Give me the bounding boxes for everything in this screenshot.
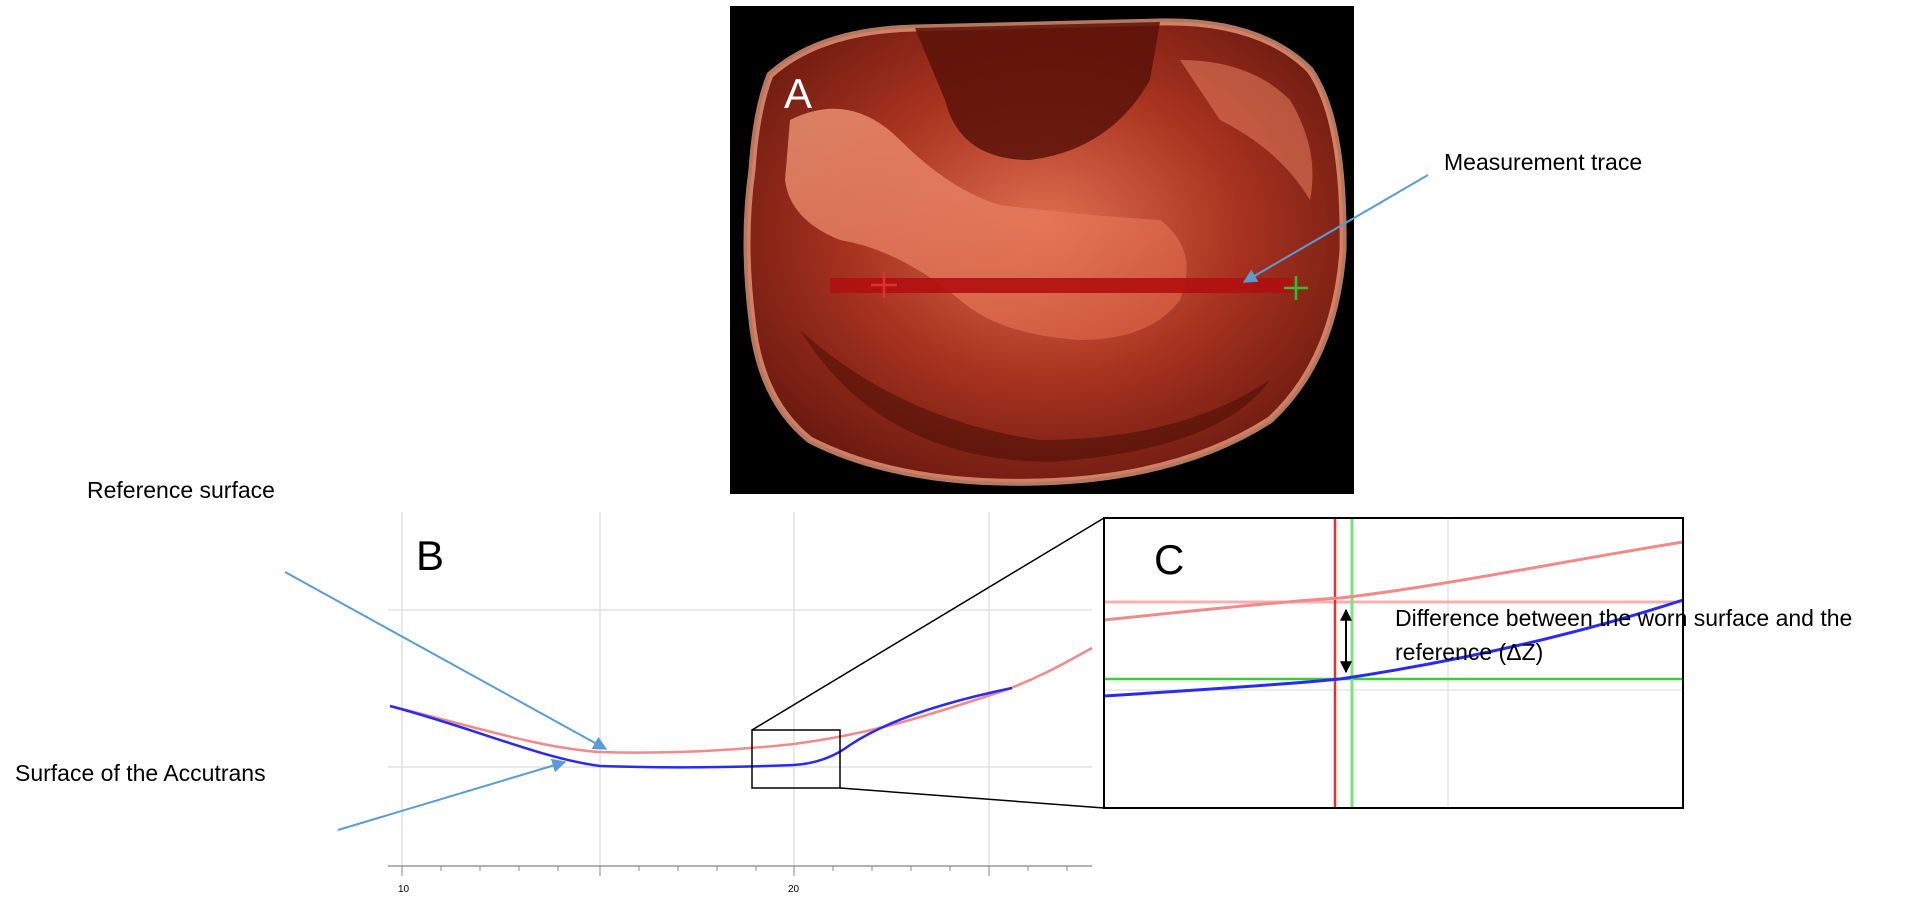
green-cross-marker xyxy=(1284,276,1308,300)
accutrans-surface-arrow xyxy=(337,758,567,831)
b-x-tick-label-10: 10 xyxy=(398,884,410,895)
panel-c-zoom: C xyxy=(1103,517,1684,809)
worn-surface-curve xyxy=(389,686,1013,769)
scan-lower-shadow xyxy=(800,330,1270,462)
difference-label-line1: Difference between the worn surface and … xyxy=(1395,605,1852,631)
panel-a-scan: A xyxy=(730,6,1354,494)
b-gridlines xyxy=(388,512,1092,866)
scan-right-highlight xyxy=(1180,60,1313,200)
zoom-connector-bottom xyxy=(839,787,1105,809)
c-frame xyxy=(1103,517,1684,809)
c-worn-curve xyxy=(1103,598,1684,698)
difference-label-line2: reference (ΔZ) xyxy=(1395,639,1543,665)
scan-rim-highlight xyxy=(743,18,1347,486)
measurement-trace-label: Measurement trace xyxy=(1444,149,1642,175)
accutrans-surface-label: Surface of the Accutrans xyxy=(15,760,266,786)
zoom-region-box xyxy=(751,729,841,789)
panel-c-letter: C xyxy=(1154,536,1184,583)
red-cross-marker xyxy=(871,272,897,298)
zoom-connector-top xyxy=(751,517,1105,731)
panel-a-letter: A xyxy=(784,70,812,117)
panel-b-letter: B xyxy=(416,532,444,579)
panel-b-plot: 10 20 B xyxy=(388,512,1093,895)
b-x-ticks xyxy=(401,866,1068,876)
reference-surface-arrow xyxy=(284,571,608,750)
reference-surface-label: Reference surface xyxy=(87,477,275,503)
c-reference-curve xyxy=(1103,540,1684,622)
reference-curve xyxy=(389,646,1093,754)
scan-central-notch xyxy=(915,22,1160,160)
measurement-trace-arrow xyxy=(1242,174,1429,283)
c-frame-fill xyxy=(1104,518,1683,808)
measurement-trace-band xyxy=(830,278,1292,293)
b-x-tick-label-20: 20 xyxy=(788,884,800,895)
